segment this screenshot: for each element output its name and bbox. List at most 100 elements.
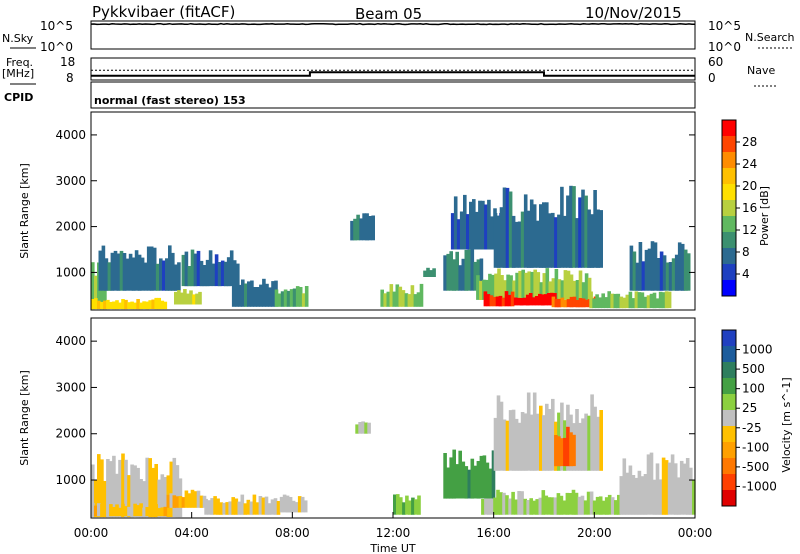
colorbar-tick-label: 4 — [742, 267, 750, 281]
heatmap-cell — [350, 220, 354, 241]
heatmap-cell — [133, 302, 137, 310]
heatmap-cell — [184, 490, 189, 508]
heatmap-cell — [449, 251, 453, 291]
frequency-label-1: Freq. — [6, 56, 33, 69]
power-heatmap — [91, 185, 691, 310]
velocity-colorbar-label: Velocity [m s^-1] — [780, 377, 793, 472]
power-y-axis: 1000 2000 3000 4000 — [55, 128, 695, 279]
heatmap-cell — [491, 274, 495, 300]
heatmap-cell — [271, 281, 275, 307]
heatmap-cell — [119, 250, 124, 291]
heatmap-cell — [674, 254, 679, 291]
heatmap-cell — [210, 498, 214, 515]
heatmap-cell — [414, 499, 418, 515]
heatmap-cell — [163, 506, 168, 517]
heatmap-cell — [282, 494, 287, 513]
heatmap-cell — [294, 502, 299, 513]
heatmap-cell — [496, 216, 501, 268]
heatmap-cell — [303, 500, 308, 513]
heatmap-cell — [300, 496, 305, 513]
heatmap-cell — [508, 410, 513, 471]
nave-tick-bottom: 0 — [708, 71, 716, 85]
heatmap-cell — [143, 262, 148, 291]
heatmap-cell — [533, 269, 537, 300]
heatmap-cell — [295, 286, 300, 307]
heatmap-cell — [231, 286, 236, 307]
colorbar-segment — [722, 152, 736, 169]
heatmap-cell — [551, 278, 556, 300]
heatmap-cell — [542, 415, 546, 471]
colorbar-tick-label: 16 — [742, 201, 757, 215]
heatmap-cell — [231, 497, 235, 515]
heatmap-cell — [601, 500, 606, 515]
heatmap-cell — [241, 279, 245, 307]
heatmap-cell — [98, 250, 103, 291]
heatmap-cell — [680, 243, 685, 291]
heatmap-cell — [149, 246, 154, 291]
colorbar-tick-label: 20 — [742, 179, 757, 193]
heatmap-cell — [598, 297, 602, 309]
heatmap-cell — [292, 288, 297, 307]
heatmap-cell — [91, 502, 95, 517]
heatmap-cell — [139, 302, 143, 310]
heatmap-cell — [464, 249, 469, 291]
heatmap-cell — [607, 494, 612, 515]
heatmap-cell — [548, 281, 553, 300]
heatmap-cell — [171, 252, 175, 291]
heatmap-cell — [613, 293, 618, 309]
heatmap-cell — [190, 489, 195, 508]
heatmap-cell — [478, 200, 482, 250]
heatmap-cell — [652, 292, 657, 309]
heatmap-cell — [560, 297, 565, 308]
heatmap-cell — [136, 299, 140, 310]
heatmap-cell — [536, 272, 541, 300]
heatmap-cell — [646, 295, 651, 309]
heatmap-cell — [584, 273, 589, 300]
colorbar-segment — [722, 248, 736, 265]
y-tick-label: 4000 — [55, 128, 86, 142]
radar-name: Pykkvibaer (fitACF) — [92, 3, 235, 21]
heatmap-cell — [100, 301, 104, 310]
heatmap-cell — [157, 508, 161, 517]
heatmap-cell — [655, 298, 660, 309]
colorbar-segment — [722, 330, 736, 347]
heatmap-cell — [566, 270, 571, 300]
heatmap-cell — [128, 253, 133, 291]
heatmap-cell — [169, 493, 174, 508]
heatmap-cell — [106, 299, 110, 310]
heatmap-cell — [563, 299, 568, 308]
heatmap-cell — [113, 250, 118, 291]
heatmap-cell — [581, 298, 586, 308]
heatmap-cell — [195, 293, 199, 305]
heatmap-cell — [529, 199, 534, 268]
heatmap-cell — [301, 293, 306, 307]
heatmap-cell — [139, 503, 143, 517]
search-noise-tick-bottom: 10^0 — [708, 40, 741, 54]
heatmap-cell — [297, 496, 302, 513]
heatmap-cell — [181, 497, 186, 508]
heatmap-cell — [178, 496, 183, 508]
heatmap-cell — [575, 218, 579, 268]
heatmap-cell — [510, 291, 515, 307]
colorbar-segment — [722, 200, 736, 217]
heatmap-cell — [364, 422, 368, 434]
colorbar-tick-label: 12 — [742, 223, 757, 237]
heatmap-cell — [479, 455, 484, 499]
heatmap-cell — [479, 258, 484, 291]
heatmap-cell — [560, 402, 564, 471]
heatmap-cell — [661, 292, 666, 309]
x-tick-label: 00:00 — [74, 526, 109, 540]
heatmap-cell — [217, 262, 222, 287]
heatmap-cell — [393, 494, 397, 515]
heatmap-cell — [163, 301, 168, 310]
heatmap-cell — [590, 394, 594, 471]
colorbar-segment — [722, 216, 736, 233]
heatmap-cell — [568, 493, 573, 515]
heatmap-cell — [116, 253, 121, 291]
heatmap-cell — [580, 495, 585, 515]
heatmap-cell — [367, 422, 371, 434]
heatmap-cell — [127, 302, 131, 309]
heatmap-cell — [658, 479, 663, 515]
heatmap-cell — [493, 417, 498, 471]
heatmap-cell — [101, 245, 106, 291]
